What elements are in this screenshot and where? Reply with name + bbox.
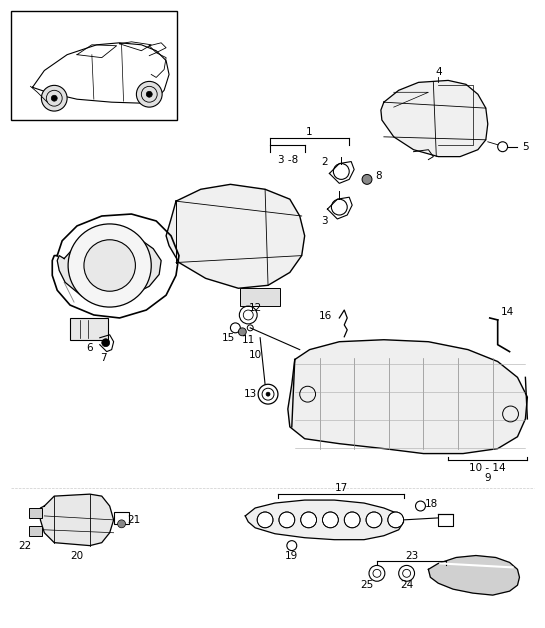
Polygon shape [428, 556, 519, 595]
Text: 19: 19 [285, 551, 299, 561]
Text: 4: 4 [435, 67, 441, 77]
Text: 1: 1 [306, 127, 313, 137]
Circle shape [118, 520, 125, 528]
Polygon shape [52, 214, 179, 318]
Text: 3: 3 [321, 216, 328, 226]
Text: 15: 15 [222, 333, 235, 343]
Polygon shape [288, 340, 528, 453]
Text: 8: 8 [376, 171, 382, 181]
Text: 16: 16 [319, 311, 332, 321]
Text: 7: 7 [100, 352, 107, 362]
Text: 12: 12 [249, 303, 262, 313]
Circle shape [41, 85, 67, 111]
Text: 6: 6 [87, 343, 93, 353]
Circle shape [362, 175, 372, 185]
Bar [11, 11, 177, 120]
Text: 24: 24 [400, 580, 413, 590]
Bar [70, 318, 108, 340]
Circle shape [146, 91, 152, 97]
Circle shape [323, 512, 338, 528]
Circle shape [279, 512, 295, 528]
Text: 3 -8: 3 -8 [278, 154, 298, 165]
Circle shape [238, 328, 246, 336]
Text: 13: 13 [244, 389, 257, 399]
Circle shape [366, 512, 382, 528]
Circle shape [51, 95, 57, 101]
Polygon shape [166, 185, 305, 288]
Text: 10 - 14: 10 - 14 [469, 463, 506, 474]
Polygon shape [381, 80, 488, 156]
Polygon shape [40, 494, 114, 546]
Text: 18: 18 [425, 499, 438, 509]
Text: 9: 9 [485, 474, 491, 484]
Circle shape [84, 240, 135, 291]
Text: 5: 5 [522, 142, 529, 152]
Text: 25: 25 [360, 580, 374, 590]
Circle shape [301, 512, 317, 528]
Circle shape [344, 512, 360, 528]
Bar [114, 512, 130, 524]
Polygon shape [245, 500, 404, 539]
Bar [28, 508, 43, 518]
Circle shape [68, 224, 152, 307]
Text: 23: 23 [405, 551, 418, 561]
Text: 11: 11 [241, 335, 255, 345]
Circle shape [102, 338, 110, 347]
Polygon shape [57, 236, 161, 300]
Text: 10: 10 [249, 350, 262, 360]
Bar [28, 526, 43, 536]
Text: 2: 2 [321, 156, 328, 166]
Text: 20: 20 [70, 551, 83, 561]
Text: 22: 22 [18, 541, 31, 551]
Circle shape [266, 392, 270, 396]
Text: 21: 21 [127, 515, 140, 525]
Text: 14: 14 [501, 307, 514, 317]
Text: 17: 17 [335, 483, 348, 493]
Bar [240, 288, 280, 306]
Circle shape [257, 512, 273, 528]
Circle shape [388, 512, 404, 528]
Circle shape [136, 82, 162, 107]
